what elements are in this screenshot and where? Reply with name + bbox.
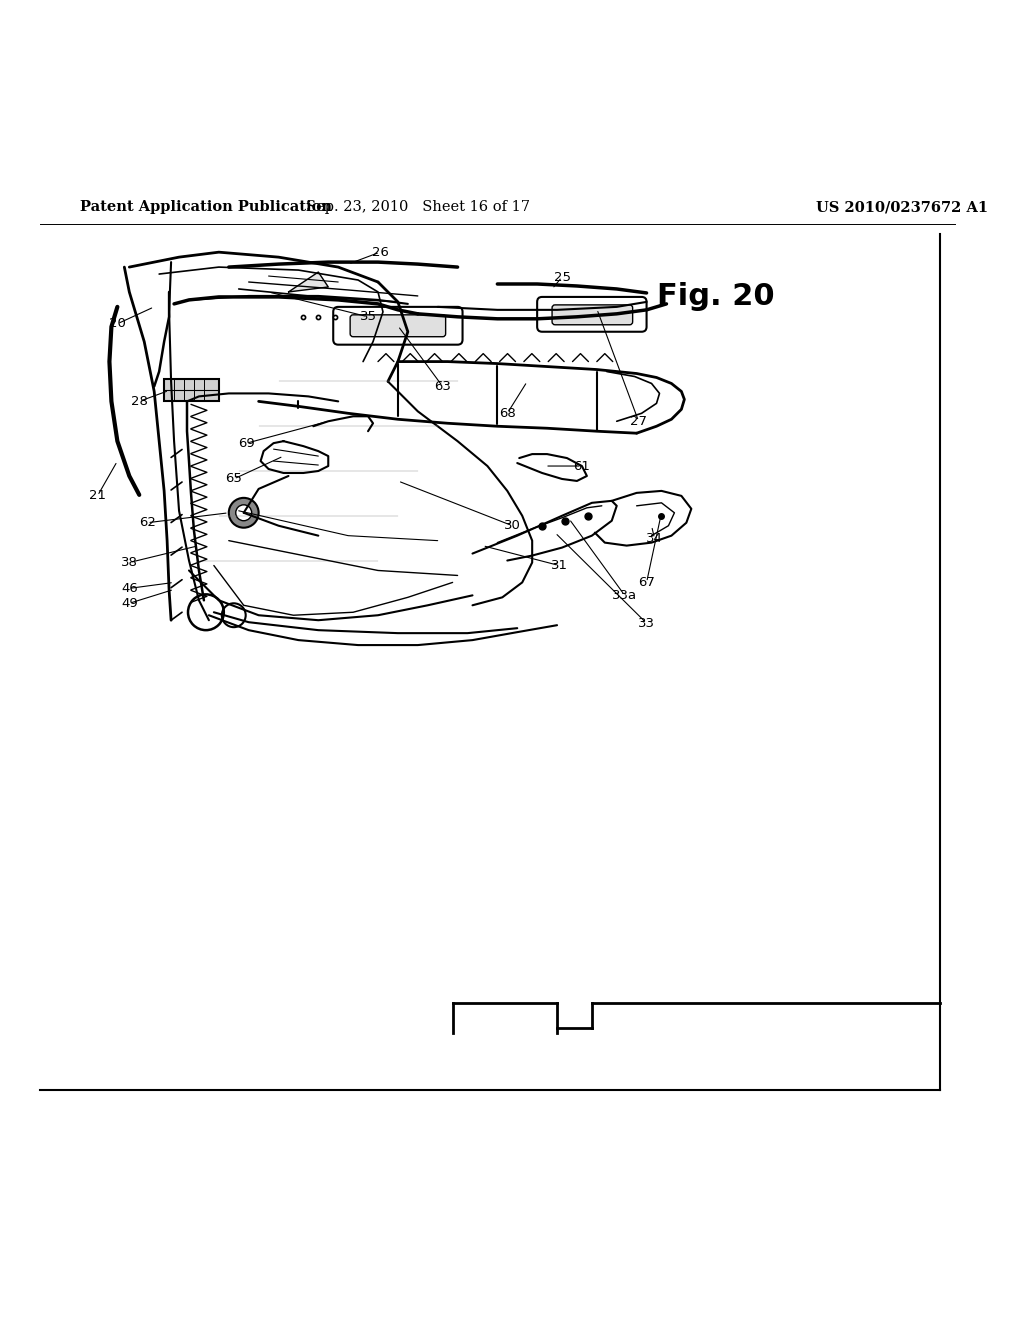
Text: 49: 49 — [121, 597, 137, 610]
FancyBboxPatch shape — [350, 315, 445, 337]
Text: US 2010/0237672 A1: US 2010/0237672 A1 — [816, 201, 988, 214]
Text: 27: 27 — [630, 414, 647, 428]
Text: 61: 61 — [573, 459, 591, 473]
Text: 62: 62 — [139, 516, 156, 529]
Text: 46: 46 — [121, 582, 137, 595]
Text: 28: 28 — [131, 395, 147, 408]
Text: 38: 38 — [121, 556, 138, 569]
Text: 30: 30 — [504, 519, 521, 532]
Text: 34: 34 — [646, 532, 663, 545]
Text: 35: 35 — [359, 310, 377, 323]
Circle shape — [228, 498, 259, 528]
Text: Fig. 20: Fig. 20 — [657, 282, 775, 312]
FancyBboxPatch shape — [552, 305, 633, 325]
Text: 25: 25 — [554, 271, 570, 284]
Text: 33a: 33a — [612, 589, 637, 602]
Text: 63: 63 — [434, 380, 452, 393]
Circle shape — [236, 504, 252, 520]
FancyBboxPatch shape — [333, 306, 463, 345]
Text: 21: 21 — [89, 490, 105, 503]
Text: 26: 26 — [372, 246, 388, 259]
Text: 20: 20 — [109, 317, 126, 330]
Bar — [164, 379, 219, 401]
Text: 68: 68 — [499, 407, 516, 420]
Text: 33: 33 — [638, 616, 655, 630]
Text: Patent Application Publication: Patent Application Publication — [80, 201, 332, 214]
Polygon shape — [289, 272, 329, 292]
Text: 67: 67 — [638, 576, 655, 589]
Text: 69: 69 — [239, 437, 255, 450]
FancyBboxPatch shape — [538, 297, 646, 331]
Text: 31: 31 — [551, 558, 567, 572]
Text: 65: 65 — [225, 473, 243, 486]
Text: Sep. 23, 2010   Sheet 16 of 17: Sep. 23, 2010 Sheet 16 of 17 — [306, 201, 529, 214]
